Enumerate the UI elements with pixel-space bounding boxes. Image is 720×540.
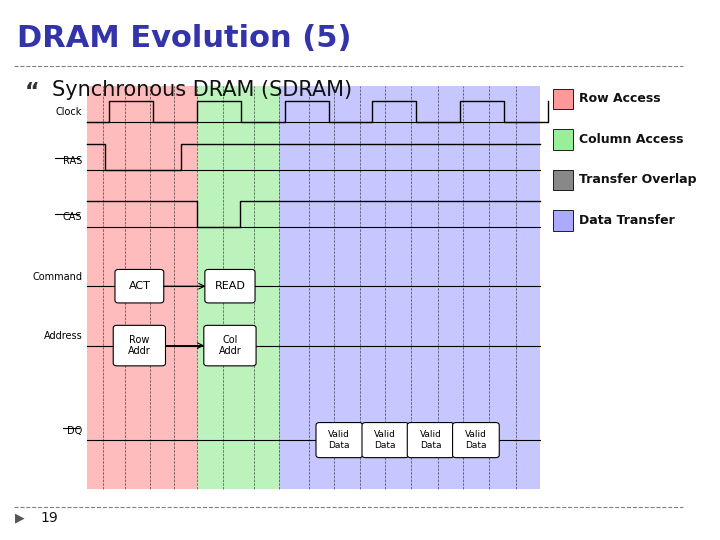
FancyBboxPatch shape: [204, 325, 256, 366]
FancyBboxPatch shape: [113, 325, 166, 366]
Text: Column Access: Column Access: [579, 133, 683, 146]
FancyBboxPatch shape: [408, 422, 454, 458]
Text: Synchronous DRAM (SDRAM): Synchronous DRAM (SDRAM): [53, 80, 352, 100]
Text: CAS: CAS: [63, 212, 82, 222]
Text: READ: READ: [215, 281, 246, 291]
FancyBboxPatch shape: [453, 422, 499, 458]
FancyBboxPatch shape: [362, 422, 409, 458]
Text: DQ: DQ: [67, 426, 82, 436]
FancyBboxPatch shape: [205, 269, 255, 303]
Text: Data Transfer: Data Transfer: [579, 214, 675, 227]
Text: Command: Command: [32, 272, 82, 282]
Text: “: “: [24, 82, 39, 102]
Text: RAS: RAS: [63, 156, 82, 166]
Text: ▶: ▶: [15, 512, 25, 525]
Bar: [552, 170, 573, 190]
Bar: [197, 86, 279, 489]
Text: Transfer Overlap: Transfer Overlap: [579, 173, 696, 186]
Text: Row
Addr: Row Addr: [128, 335, 150, 356]
Text: 19: 19: [40, 511, 58, 525]
Bar: [87, 86, 197, 489]
Text: Valid
Data: Valid Data: [328, 430, 351, 450]
Bar: [552, 89, 573, 109]
Text: DRAM Evolution (5): DRAM Evolution (5): [17, 24, 352, 53]
Text: Col
Addr: Col Addr: [219, 335, 241, 356]
Text: Valid
Data: Valid Data: [465, 430, 487, 450]
FancyBboxPatch shape: [316, 422, 363, 458]
Text: Address: Address: [43, 331, 82, 341]
Bar: [552, 210, 573, 231]
Text: Valid
Data: Valid Data: [420, 430, 441, 450]
Text: Clock: Clock: [56, 107, 82, 117]
FancyBboxPatch shape: [115, 269, 163, 303]
Text: ACT: ACT: [128, 281, 150, 291]
Text: Valid
Data: Valid Data: [374, 430, 396, 450]
Text: Row Access: Row Access: [579, 92, 661, 105]
Bar: [552, 129, 573, 150]
Bar: [279, 86, 540, 489]
